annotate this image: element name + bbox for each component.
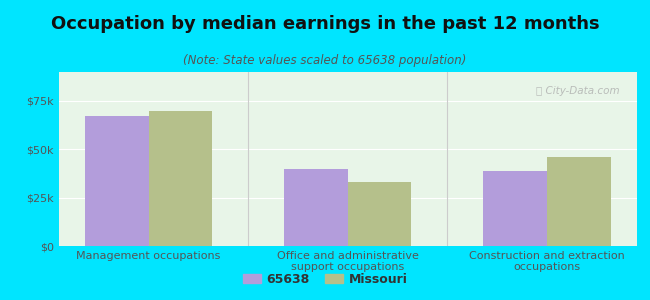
Bar [84, 116, 149, 246]
Text: (Note: State values scaled to 65638 population): (Note: State values scaled to 65638 popu… [183, 54, 467, 67]
Bar [284, 169, 348, 246]
Legend: 65638, Missouri: 65638, Missouri [238, 268, 412, 291]
Bar [149, 111, 213, 246]
Text: Occupation by median earnings in the past 12 months: Occupation by median earnings in the pas… [51, 15, 599, 33]
Text: ⓘ City-Data.com: ⓘ City-Data.com [536, 86, 619, 96]
Bar [547, 157, 611, 246]
Bar [348, 182, 411, 246]
Bar [483, 171, 547, 246]
